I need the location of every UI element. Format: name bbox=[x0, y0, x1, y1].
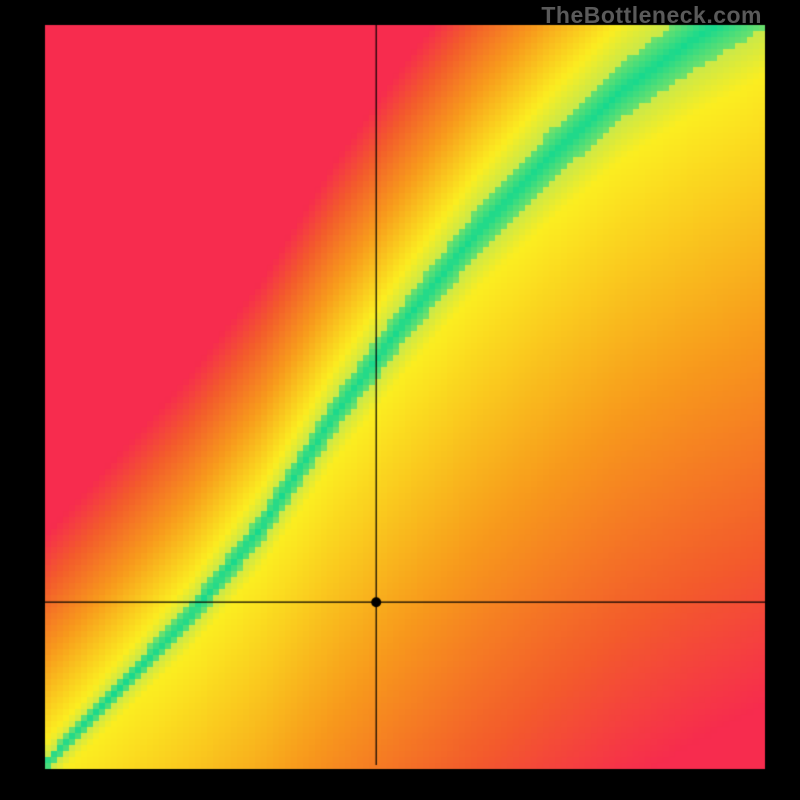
bottleneck-heatmap: TheBottleneck.com bbox=[0, 0, 800, 800]
heatmap-canvas bbox=[0, 0, 800, 800]
watermark-text: TheBottleneck.com bbox=[541, 2, 762, 29]
